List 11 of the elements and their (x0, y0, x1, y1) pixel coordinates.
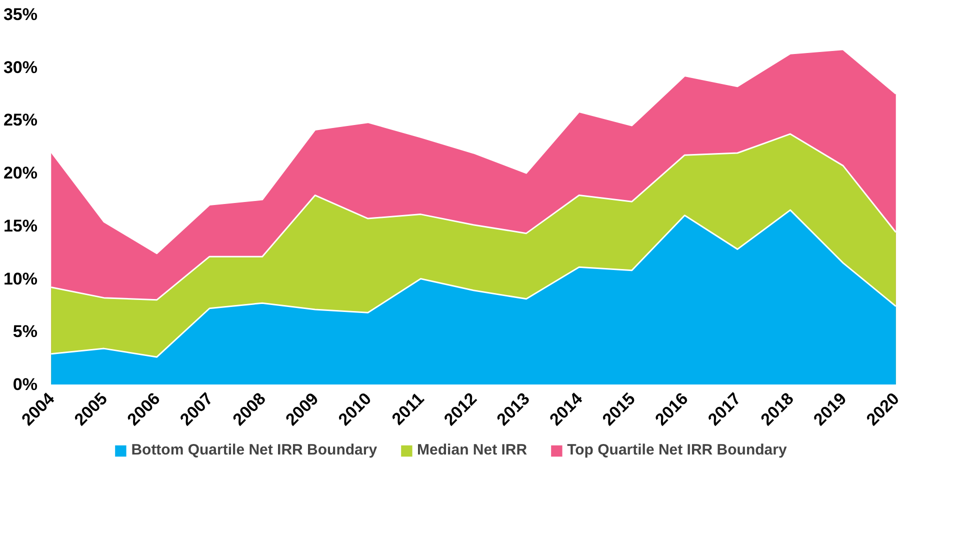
legend-label: Bottom Quartile Net IRR Boundary (131, 442, 378, 458)
y-tick-label: 30% (3, 58, 38, 77)
legend-label: Top Quartile Net IRR Boundary (567, 442, 787, 458)
legend-label: Median Net IRR (417, 442, 528, 458)
y-tick-label: 20% (3, 164, 38, 183)
y-tick-label: 25% (3, 110, 38, 130)
y-tick-label: 10% (3, 269, 38, 288)
y-tick-label: 15% (3, 216, 38, 236)
y-tick-label: 0% (12, 375, 38, 394)
y-tick-label: 35% (3, 5, 38, 24)
y-tick-label: 5% (12, 322, 38, 342)
